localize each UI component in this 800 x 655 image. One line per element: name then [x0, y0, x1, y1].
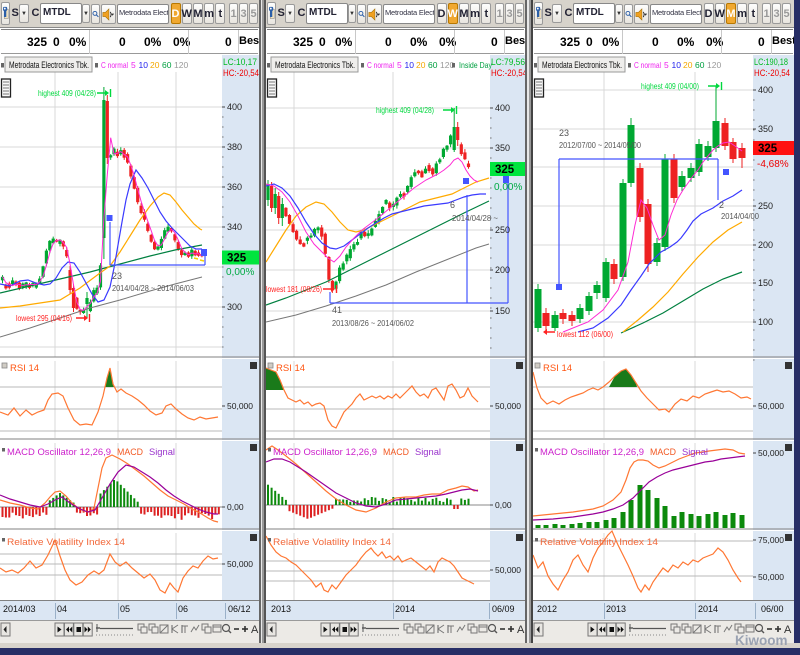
svg-text:50,000: 50,000 [758, 572, 784, 582]
svg-text:MACD: MACD [117, 447, 143, 458]
svg-text:50,000: 50,000 [227, 401, 253, 411]
svg-text:325: 325 [758, 143, 778, 155]
svg-text:RSI 14: RSI 14 [276, 363, 305, 374]
svg-text:400: 400 [495, 103, 510, 113]
svg-text:lowest 181 (08/26): lowest 181 (08/26) [266, 284, 322, 294]
svg-text:41: 41 [332, 305, 342, 315]
svg-text:50,000: 50,000 [758, 401, 784, 411]
svg-text:6: 6 [450, 200, 455, 210]
svg-text:60: 60 [162, 60, 172, 70]
svg-text:50,000: 50,000 [758, 448, 784, 458]
svg-text:0,00%: 0,00% [494, 182, 522, 193]
svg-text:Signal: Signal [149, 447, 175, 458]
svg-text:380: 380 [227, 142, 242, 152]
svg-text:2014/04/28 ~ 2014/06/03: 2014/04/28 ~ 2014/06/03 [112, 283, 194, 293]
svg-text:120: 120 [440, 60, 454, 70]
svg-text:highest 409 (04/28): highest 409 (04/28) [38, 88, 96, 98]
svg-text:325: 325 [227, 253, 247, 265]
svg-text:5: 5 [131, 60, 136, 70]
svg-text:2014/04/28 ~: 2014/04/28 ~ [452, 213, 498, 223]
svg-text:highest 409 (04/28): highest 409 (04/28) [376, 105, 434, 115]
svg-text:MACD Oscillator 12,26,9: MACD Oscillator 12,26,9 [540, 447, 644, 458]
svg-text:Relative Volatility Index 14: Relative Volatility Index 14 [7, 537, 125, 548]
svg-text:23: 23 [112, 271, 122, 281]
svg-text:2014/04/00: 2014/04/00 [721, 211, 759, 221]
svg-text:A: A [784, 624, 792, 636]
svg-text:MACD Oscillator 12,26,9: MACD Oscillator 12,26,9 [273, 447, 377, 458]
svg-text:highest 409 (04/00): highest 409 (04/00) [641, 81, 699, 91]
svg-text:HC:-20,54: HC:-20,54 [754, 68, 790, 78]
svg-text:50,000: 50,000 [495, 401, 521, 411]
svg-text:Relative Volatility Index 14: Relative Volatility Index 14 [540, 537, 658, 548]
svg-text:HC:-20,54: HC:-20,54 [491, 68, 525, 78]
svg-text:0,00: 0,00 [495, 500, 512, 510]
svg-text:C normal: C normal [101, 60, 128, 70]
svg-text:LC:190,18: LC:190,18 [754, 57, 788, 67]
svg-text:C normal: C normal [367, 60, 394, 70]
svg-text:23: 23 [559, 128, 569, 138]
svg-text:50,000: 50,000 [227, 559, 253, 569]
svg-text:200: 200 [758, 240, 773, 250]
svg-text:340: 340 [227, 222, 242, 232]
svg-text:0,00%: 0,00% [226, 267, 254, 278]
svg-text:lowest 295 (04/16): lowest 295 (04/16) [16, 313, 72, 323]
svg-text:A: A [517, 624, 525, 636]
svg-text:120: 120 [707, 60, 721, 70]
svg-text:2013/08/26 ~ 2014/06/02: 2013/08/26 ~ 2014/06/02 [332, 318, 414, 328]
svg-text:MACD Oscillator 12,26,9: MACD Oscillator 12,26,9 [7, 447, 111, 458]
svg-text:300: 300 [227, 302, 242, 312]
svg-text:325: 325 [495, 164, 515, 176]
svg-text:400: 400 [227, 102, 242, 112]
svg-text:5: 5 [397, 60, 402, 70]
svg-text:-4,68%: -4,68% [757, 159, 789, 170]
svg-text:10: 10 [672, 60, 682, 70]
svg-text:10: 10 [139, 60, 149, 70]
svg-text:350: 350 [495, 143, 510, 153]
svg-text:A: A [251, 624, 259, 636]
svg-text:100: 100 [758, 317, 773, 327]
svg-text:150: 150 [495, 306, 510, 316]
svg-text:200: 200 [495, 265, 510, 275]
svg-text:250: 250 [495, 225, 510, 235]
svg-text:RSI 14: RSI 14 [543, 363, 572, 374]
svg-text:C normal: C normal [634, 60, 661, 70]
svg-text:250: 250 [758, 201, 773, 211]
svg-text:Signal: Signal [682, 447, 708, 458]
svg-text:0,00: 0,00 [227, 502, 244, 512]
svg-text:75,000: 75,000 [758, 535, 784, 545]
svg-text:50,000: 50,000 [495, 565, 521, 575]
svg-text:20: 20 [150, 60, 160, 70]
svg-text:MACD: MACD [650, 447, 676, 458]
svg-text:20: 20 [683, 60, 693, 70]
svg-text:60: 60 [695, 60, 705, 70]
svg-text:20: 20 [416, 60, 426, 70]
svg-text:400: 400 [758, 85, 773, 95]
svg-text:2012/07/00 ~ 2014/05/00: 2012/07/00 ~ 2014/05/00 [559, 140, 641, 150]
svg-text:Metrodata Electronics Tbk.: Metrodata Electronics Tbk. [542, 60, 622, 71]
svg-text:LC:79,56: LC:79,56 [491, 57, 525, 67]
svg-text:60: 60 [428, 60, 438, 70]
svg-text:360: 360 [227, 182, 242, 192]
svg-text:lowest 112 (06/00): lowest 112 (06/00) [557, 329, 613, 339]
svg-text:120: 120 [174, 60, 188, 70]
svg-text:RSI 14: RSI 14 [10, 363, 39, 374]
svg-text:10: 10 [405, 60, 415, 70]
svg-text:2: 2 [719, 200, 724, 210]
svg-text:MACD: MACD [383, 447, 409, 458]
svg-text:HC:-20,54: HC:-20,54 [223, 68, 259, 78]
svg-text:Metrodata Electronics Tbk.: Metrodata Electronics Tbk. [9, 60, 89, 71]
svg-text:350: 350 [758, 124, 773, 134]
svg-text:Inside Day: Inside Day [459, 60, 493, 70]
svg-text:LC:10,17: LC:10,17 [223, 57, 257, 67]
svg-text:5: 5 [664, 60, 669, 70]
svg-text:Signal: Signal [415, 447, 441, 458]
svg-text:Metrodata Electronics Tbk.: Metrodata Electronics Tbk. [275, 60, 355, 71]
svg-text:Relative Volatility Index 14: Relative Volatility Index 14 [273, 537, 391, 548]
svg-text:150: 150 [758, 278, 773, 288]
